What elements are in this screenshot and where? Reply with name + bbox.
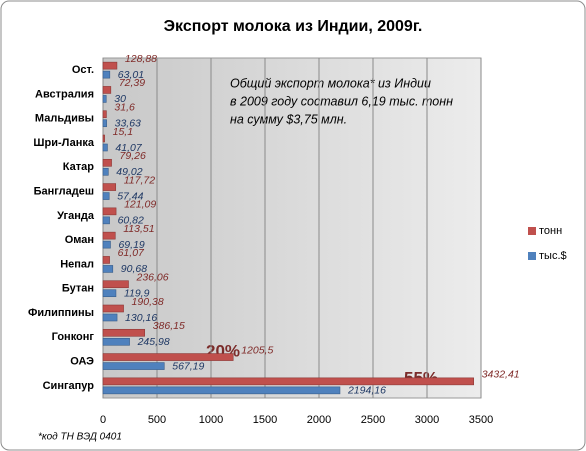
- y-tick-label: Уганда: [57, 210, 95, 222]
- bar: [102, 362, 165, 370]
- x-tick-label: 2000: [307, 414, 331, 426]
- x-tick-label: 0: [100, 414, 106, 426]
- bar: [102, 289, 117, 298]
- value-label: 190,38: [132, 296, 164, 308]
- x-tick-label: 1500: [253, 414, 277, 426]
- y-tick-label: Шри-Ланка: [33, 137, 94, 149]
- value-label: 117,72: [124, 174, 155, 186]
- chart-title: Экспорт молока из Индии, 2009г.: [164, 18, 423, 35]
- value-label: 90,68: [121, 263, 147, 275]
- value-label: 2194,16: [347, 385, 386, 397]
- y-tick-label: Оман: [65, 234, 94, 246]
- bar: [102, 328, 146, 337]
- y-tick-label: Непал: [60, 258, 94, 270]
- x-tick-label: 500: [148, 414, 166, 426]
- bar: [102, 386, 341, 395]
- value-label: 31,6: [114, 101, 135, 113]
- y-tick-label: Сингапур: [43, 380, 95, 392]
- bar: [102, 143, 108, 152]
- value-label: 79,26: [120, 150, 146, 162]
- x-tick-label: 3500: [469, 414, 493, 426]
- value-label: 60,82: [118, 215, 144, 227]
- value-label: 236,06: [135, 271, 168, 283]
- bar: [102, 337, 130, 346]
- value-label: 567,19: [172, 360, 204, 372]
- legend-label: тонн: [539, 225, 562, 237]
- legend-swatch: [528, 252, 536, 260]
- value-label: 121,09: [124, 199, 156, 211]
- note-line: Общий экспорт молока* из Индии: [230, 76, 431, 90]
- y-tick-label: Австралия: [35, 88, 94, 100]
- bar: [102, 353, 234, 361]
- legend-label: тыс.$: [539, 250, 567, 262]
- value-label: 3432,41: [482, 369, 520, 381]
- bar: [102, 304, 124, 313]
- plot-area: [102, 57, 482, 399]
- bar: [102, 231, 116, 240]
- value-label: 61,07: [118, 247, 145, 259]
- bar: [102, 95, 107, 103]
- y-tick-label: Бутан: [62, 283, 94, 295]
- bar: [102, 192, 110, 200]
- value-label: 119,9: [124, 287, 150, 299]
- bar: [102, 183, 117, 191]
- value-label: 245,98: [137, 336, 170, 348]
- value-label: 128,88: [125, 53, 157, 65]
- x-tick-label: 2500: [361, 414, 385, 426]
- value-label: 30: [114, 93, 126, 105]
- note-line: в 2009 году составил 6,19 тыс. тонн: [230, 94, 453, 108]
- bar: [102, 280, 129, 289]
- bar: [102, 313, 118, 322]
- bar: [102, 119, 107, 128]
- bar: [102, 256, 110, 264]
- value-label: 63,01: [118, 69, 144, 81]
- x-tick-label: 1000: [199, 414, 223, 426]
- bar: [102, 216, 110, 225]
- y-tick-label: Ост.: [72, 64, 94, 76]
- value-label: 1205,5: [241, 344, 273, 356]
- bar: [102, 240, 111, 249]
- y-tick-label: Гонконг: [52, 331, 95, 343]
- bar: [102, 86, 112, 94]
- y-tick-label: Мальдивы: [35, 113, 94, 125]
- bar: [102, 61, 118, 70]
- bar: [102, 167, 109, 176]
- bar: [102, 207, 117, 216]
- bar: [102, 265, 114, 273]
- value-label: 130,16: [125, 312, 157, 324]
- legend-swatch: [528, 227, 536, 235]
- y-tick-label: ОАЭ: [70, 355, 94, 367]
- bar: [102, 134, 105, 143]
- bar: [102, 110, 107, 119]
- value-label: 41,07: [115, 142, 142, 154]
- bar: [102, 70, 111, 79]
- footnote: *код ТН ВЭД 0401: [38, 432, 122, 443]
- value-label: 15,1: [113, 126, 133, 138]
- value-label: 72,39: [119, 77, 145, 89]
- value-label: 386,15: [153, 320, 185, 332]
- value-label: 113,51: [123, 223, 154, 235]
- value-label: 33,63: [115, 117, 141, 129]
- y-tick-label: Филиппины: [28, 307, 94, 319]
- value-label: 69,19: [118, 239, 144, 251]
- value-label: 57,44: [117, 190, 143, 202]
- bar: [102, 377, 475, 386]
- bar: [102, 158, 112, 167]
- value-label: 49,02: [116, 166, 142, 178]
- note-line: на сумму $3,75 млн.: [230, 112, 347, 126]
- x-tick-label: 3000: [415, 414, 439, 426]
- y-tick-label: Катар: [63, 161, 94, 173]
- y-tick-label: Бангладеш: [34, 185, 94, 197]
